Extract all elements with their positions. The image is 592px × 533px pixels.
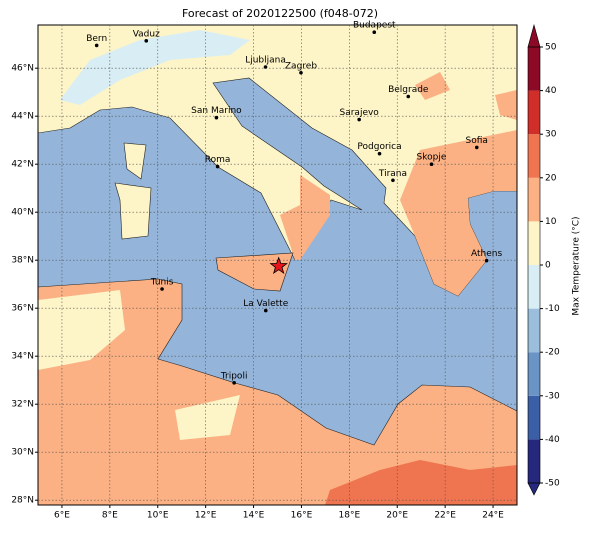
city-label: Tunis [150,278,174,288]
warm-calabria [280,175,330,260]
sicily [215,252,294,292]
colorbar-tick-label: 30 [545,130,557,140]
city-dot [299,70,303,75]
warm-balkans [400,130,517,296]
y-tick-label: 32°N [11,400,34,410]
city-label: Athens [471,249,502,259]
y-tick-label: 44°N [11,112,34,122]
x-tick-label: 18°E [339,511,361,521]
colorbar-segment [528,177,540,222]
city-dot [474,145,479,150]
colorbar-extend-top [527,23,541,48]
city-dot [377,151,382,156]
colorbar-tick-label: -40 [545,435,560,445]
colorbar-segment [528,395,540,440]
colorbar-tick-label: 20 [545,173,557,183]
colorbar-tick-label: -50 [545,479,560,489]
x-tick-label: 10°E [147,511,169,521]
colorbar-tick-label: 40 [545,86,557,96]
event-marker [269,256,288,275]
y-tick-label: 38°N [11,256,34,266]
x-tick-label: 24°E [482,511,504,521]
colorbar-segment [528,47,540,91]
city-dot [144,39,149,43]
city-label: Roma [205,155,231,165]
city-label: Bern [86,34,107,44]
city-dot [215,164,220,169]
map-frame [37,24,518,506]
hot-africa [325,460,517,505]
sardinia [114,182,152,240]
y-tick-label: 28°N [11,496,34,506]
colorbar-segment [528,308,540,353]
x-tick-label: 8°E [102,511,118,521]
city-label: La Valette [243,299,288,309]
colorbar-tick-label: -30 [545,391,560,401]
x-tick-label: 22°E [434,511,456,521]
y-tick-label: 42°N [11,160,34,170]
title: Forecast of 2020122500 (f048-072) [182,7,378,20]
colorbar-tick-label: -20 [545,348,560,358]
city-label: Ljubljana [245,56,286,66]
city-label: Sofia [466,136,488,146]
city-label: Budapest [353,21,396,31]
city-label: Skopje [417,153,447,163]
city-label: Podgorica [357,142,401,152]
cold-alps [60,30,250,105]
colorbar-tick-label: 10 [545,217,557,227]
city-dot [484,258,489,263]
corsica [123,142,147,180]
city-label: Vaduz [133,29,160,39]
city-label: San Marino [191,106,242,116]
city-dot [94,43,99,48]
colorbar-segment [528,352,540,396]
city-dot [406,94,411,99]
city-dot [160,287,164,291]
overlay: 6°E 8°E 10°E 12°E 14°E 16°E 18°E 20°E 22°E 24°E 28… [11,21,560,521]
city-label: Tripoli [220,371,248,381]
city-dot [232,381,236,385]
x-tick-label: 20°E [386,511,408,521]
city-dot [263,308,268,313]
colorbar-tick-label: 0 [545,261,551,271]
city-dot [372,30,377,34]
y-tick-label: 46°N [11,64,34,74]
city-label: Sarajevo [340,108,380,118]
colorbar-segment [528,439,540,483]
city-dot [214,115,219,120]
colorbar-segment [528,134,540,178]
city-dot [391,178,395,183]
y-tick-label: 40°N [11,208,34,218]
x-tick-label: 16°E [291,511,313,521]
city-label: Tirana [378,169,407,179]
city-label: Zagreb [285,61,317,71]
mild-africa [38,290,240,440]
colorbar-extend-bottom [527,482,541,496]
colorbar-segment [528,265,540,309]
colorbar-segment [528,221,540,265]
colorbar-segment [528,90,540,135]
x-tick-label: 12°E [195,511,217,521]
x-tick-label: 14°E [243,511,265,521]
city-label: Belgrade [388,85,429,95]
warm-east [415,72,517,120]
y-tick-label: 36°N [11,304,34,314]
colorbar-tick-label: 50 [545,43,557,53]
y-tick-label: 30°N [11,448,34,458]
city-dot [263,65,268,69]
colorbar-tick-label: -10 [545,304,560,314]
city-dot [429,162,434,166]
city-dot [357,117,361,122]
colorbar-label: Max Temperature (°C) [572,216,582,315]
x-tick-label: 6°E [54,511,70,521]
y-tick-label: 34°N [11,352,34,362]
